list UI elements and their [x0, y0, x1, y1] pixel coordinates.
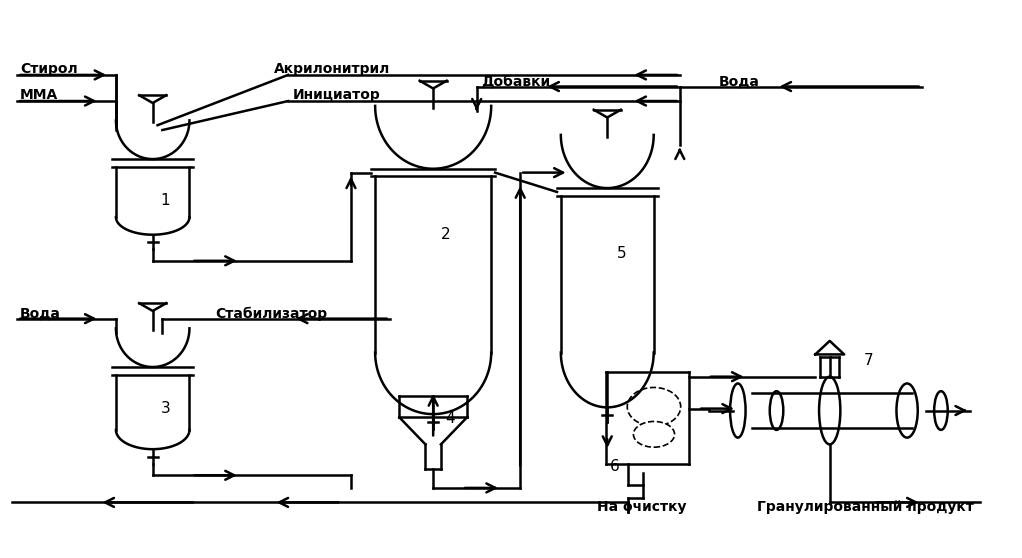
- Text: На очистку: На очистку: [597, 501, 686, 514]
- Ellipse shape: [730, 383, 746, 437]
- Text: 2: 2: [440, 227, 451, 242]
- Text: 7: 7: [864, 353, 873, 368]
- Text: Стабилизатор: Стабилизатор: [216, 307, 328, 321]
- Text: Стирол: Стирол: [20, 62, 78, 76]
- Text: Вода: Вода: [20, 307, 61, 321]
- Text: Добавки: Добавки: [481, 75, 551, 89]
- Text: 5: 5: [617, 246, 626, 261]
- Ellipse shape: [934, 391, 947, 430]
- Ellipse shape: [628, 387, 681, 426]
- Text: Гранулированный продукт: Гранулированный продукт: [757, 501, 974, 514]
- Ellipse shape: [634, 421, 675, 447]
- Text: Акрилонитрил: Акрилонитрил: [274, 62, 389, 76]
- Text: 6: 6: [610, 459, 620, 474]
- Text: Инициатор: Инициатор: [293, 89, 380, 103]
- Text: Вода: Вода: [718, 75, 759, 89]
- Text: ММА: ММА: [20, 89, 58, 103]
- Text: 1: 1: [160, 193, 170, 208]
- Text: 3: 3: [160, 401, 171, 416]
- Text: 4: 4: [445, 411, 455, 426]
- Ellipse shape: [896, 383, 918, 437]
- Ellipse shape: [770, 391, 783, 430]
- Ellipse shape: [819, 377, 840, 444]
